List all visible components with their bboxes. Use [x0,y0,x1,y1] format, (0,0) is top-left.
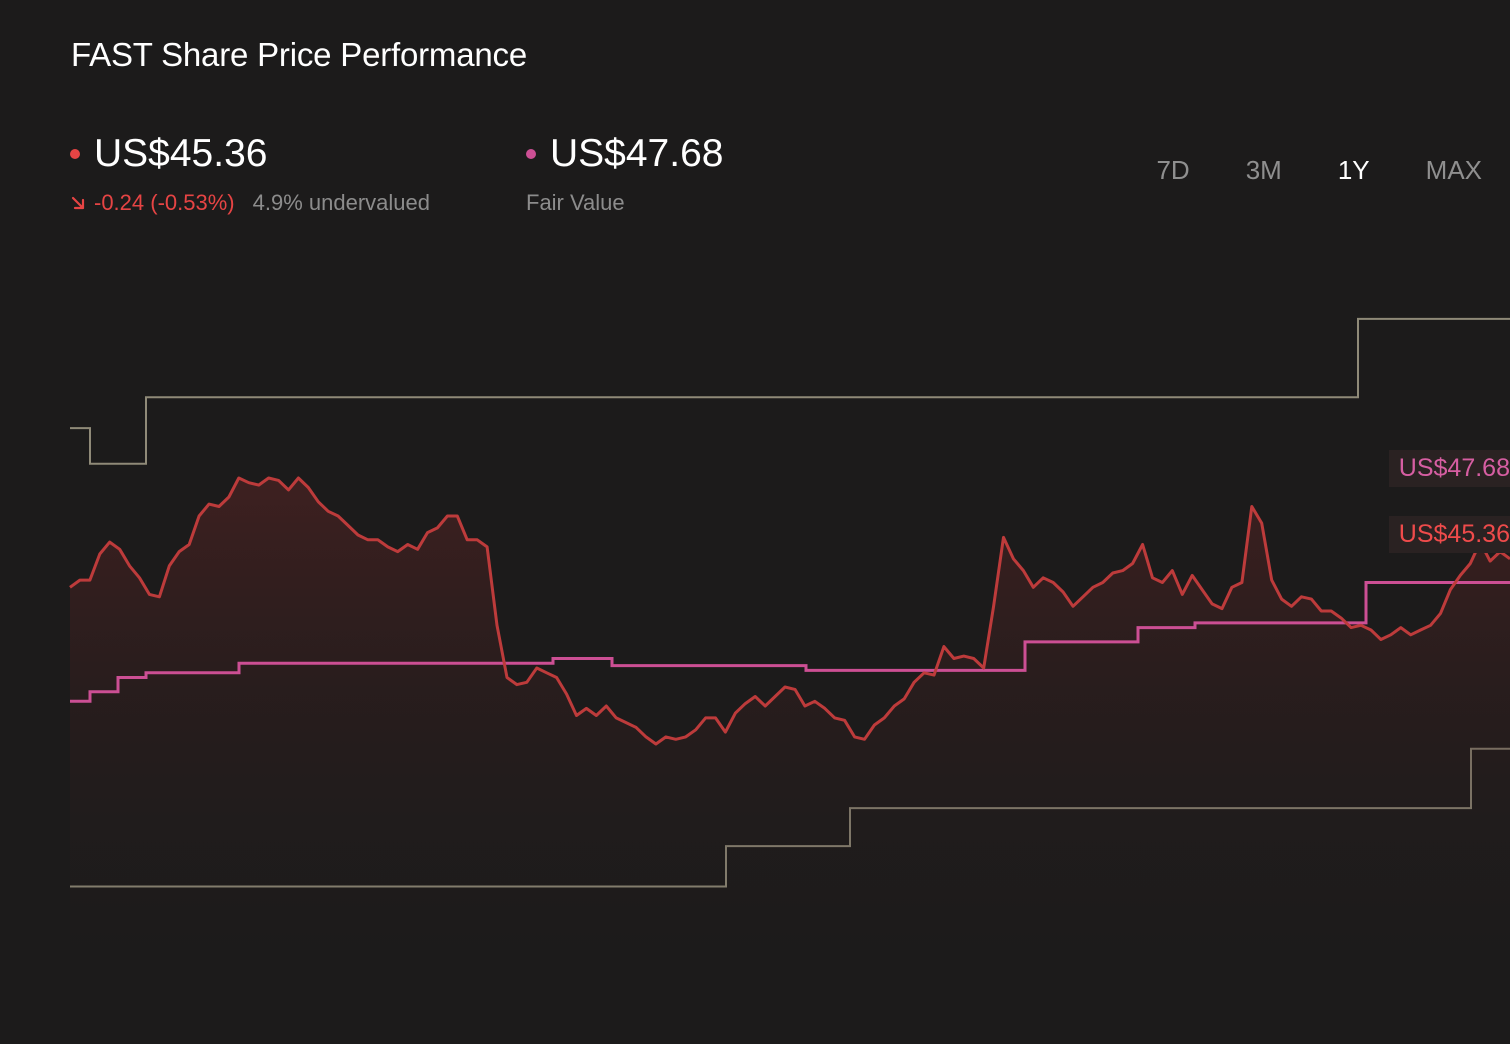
fair-value-label: Fair Value [526,190,625,215]
range-tab-1y[interactable]: 1Y [1337,155,1370,185]
arrow-down-right-icon [71,196,85,210]
fair-value: US$47.68 [550,132,724,175]
price-area-fill [70,478,1510,1010]
price-end-label: US$45.36 [1388,516,1510,553]
fair-value-dot-icon [526,149,536,159]
upper-band-line [70,317,1510,465]
price-change: -0.24 (-0.53%) [70,190,235,216]
range-tab-7d[interactable]: 7D [1156,155,1190,185]
current-price: US$45.36 [94,132,268,175]
current-price-block: US$45.36 -0.24 (-0.53%) 4.9% undervalued [70,130,430,216]
fair-value-block: US$47.68 Fair Value [526,130,723,216]
range-tab-max[interactable]: MAX [1425,155,1482,185]
page-title: FAST Share Price Performance [71,36,527,73]
price-line [69,476,1510,746]
fair-value-line [70,581,1510,703]
fair-value-end-label: US$47.68 [1388,450,1510,487]
price-dot-icon [70,149,80,159]
price-change-text: -0.24 (-0.53%) [94,190,235,215]
range-selector: 7D 3M 1Y MAX [1156,155,1482,186]
range-tab-3m[interactable]: 3M [1245,155,1282,185]
valuation-text: 4.9% undervalued [252,190,430,215]
